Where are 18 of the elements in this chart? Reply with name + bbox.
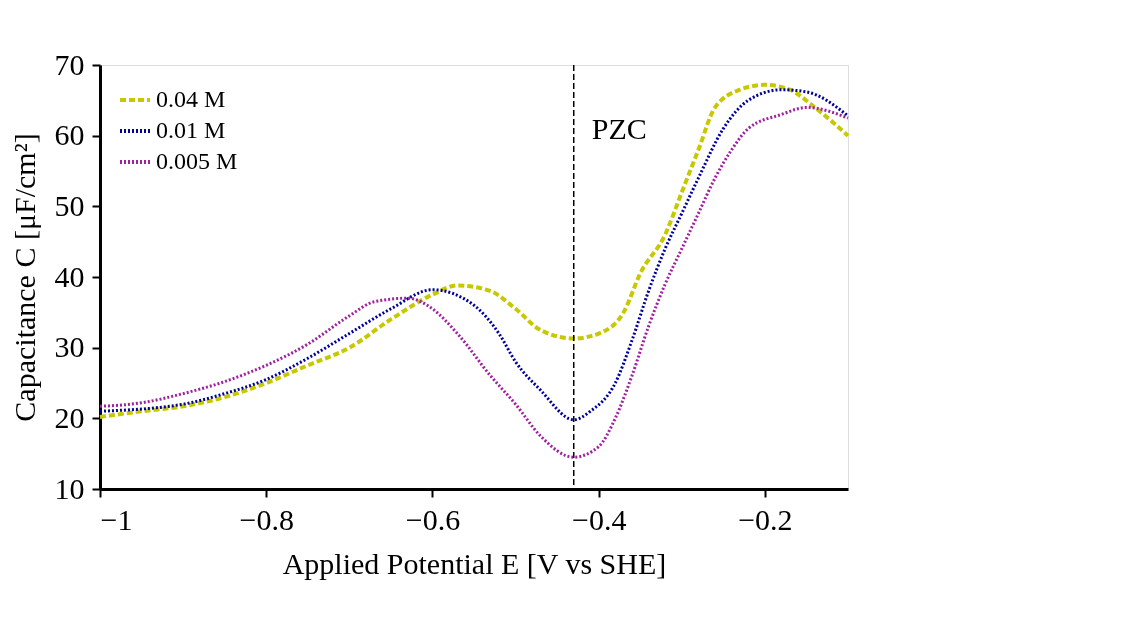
y-tick-label: 30 xyxy=(54,330,85,364)
legend-label: 0.005 M xyxy=(156,148,238,174)
x-tick-label: −1 xyxy=(100,502,133,536)
y-tick-label: 70 xyxy=(54,47,85,81)
y-tick-label: 10 xyxy=(54,471,85,505)
x-tick-label: −0.2 xyxy=(738,502,793,536)
y-tick-label: 40 xyxy=(54,259,85,293)
y-tick-label: 50 xyxy=(54,188,85,222)
x-tick-label: −0.8 xyxy=(239,502,294,536)
y-tick-label: 20 xyxy=(54,400,85,434)
legend-label: 0.01 M xyxy=(156,117,226,143)
x-tick-label: −0.6 xyxy=(405,502,461,536)
legend-label: 0.04 M xyxy=(156,86,226,112)
y-axis-title: Capacitance C [μF/cm²] xyxy=(7,133,41,422)
x-tick-label: −0.4 xyxy=(571,502,627,536)
y-tick-label: 60 xyxy=(54,118,85,152)
x-axis-title: Applied Potential E [V vs SHE] xyxy=(282,546,667,580)
ref-line-label: PZC xyxy=(591,112,647,145)
